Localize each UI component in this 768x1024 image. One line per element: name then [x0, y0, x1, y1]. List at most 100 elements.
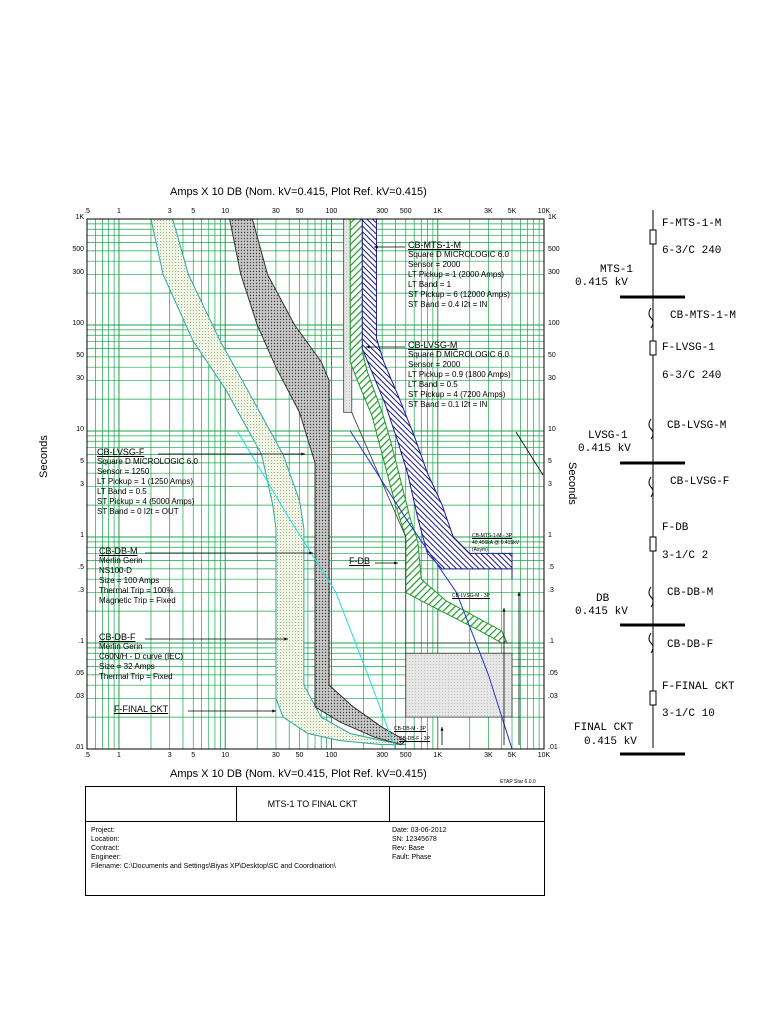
sld-f-lvsg-name: F-LVSG-1 — [662, 342, 715, 354]
sld-f-mts-name: F-MTS-1-M — [662, 218, 722, 230]
sld-bus2-kv: 0.415 kV — [578, 443, 631, 455]
y-tick-label-left: 30 — [76, 375, 84, 383]
breaker-cb-db-m-icon — [648, 586, 654, 608]
annotation-header: CB-DB-M — [99, 546, 138, 556]
x-tick-label-top: 10 — [221, 208, 230, 215]
x-tick-label-bottom: 50 — [295, 752, 304, 759]
annotation-header: CB-DB-F — [99, 632, 136, 642]
x-tick-label-bottom: 5 — [191, 752, 196, 759]
y-tick-label-left: .3 — [78, 587, 84, 595]
annotation-line: C60N/H - D curve (IEC) — [99, 652, 184, 661]
sld-f-lvsg-cable: 6-3/C 240 — [662, 370, 722, 382]
y-tick-label-left: 10 — [76, 426, 84, 433]
fault-label: Fault: Phase — [392, 854, 432, 861]
project-label: Project: — [91, 827, 115, 834]
lvsg-3p-label: CB-LVSG-M - 3P — [452, 593, 490, 599]
sld-f-db-cable: 3-1/C 2 — [662, 550, 709, 562]
callout-dbm-3p-head — [440, 727, 444, 731]
x-tick-label-top: 300 — [376, 208, 389, 215]
sld-bus1-kv: 0.415 kV — [575, 277, 628, 289]
callout-cb-lvsg-f-head — [301, 452, 305, 456]
annotation-header: CB-LVSG-M — [408, 340, 458, 350]
x-tick-label-top: 1K — [433, 208, 443, 215]
title-block-title: MTS-1 TO FINAL CKT — [267, 799, 358, 809]
annotation-header: CB-LVSG-F — [97, 447, 145, 457]
y-tick-label-right: 300 — [548, 269, 560, 277]
engineer-label: Engineer: — [91, 854, 121, 861]
contract-label: Contract: — [91, 845, 120, 852]
annotation-cb-lvsg-m: CB-LVSG-M Square D MICROLOGIC 6.0 Sensor… — [408, 340, 511, 410]
y-tick-label-right: .05 — [548, 669, 558, 677]
annotation-header: F-DB — [349, 556, 370, 566]
y-tick-label-left: 3 — [80, 481, 84, 489]
annotation-cb-lvsg-f: CB-LVSG-F Square D MICROLOGIC 6.0 Sensor… — [97, 447, 198, 517]
location-label: Location: — [91, 836, 120, 843]
y-tick-label-right: .01 — [548, 744, 558, 751]
callout-mts-3p-head — [517, 592, 521, 596]
x-tick-label-top: 5K — [507, 208, 517, 215]
annotation-header: F-FINAL CKT — [114, 704, 169, 714]
breaker-cb-lvsg-f-icon — [648, 476, 654, 498]
annotation-line: Sensor = 2000 — [408, 260, 461, 269]
sld-bus3-name: DB — [596, 593, 610, 605]
y-tick-label-right: .03 — [548, 693, 558, 701]
y-tick-label-right: 1K — [548, 214, 557, 221]
annotation-line: Thermal Trip = Fixed — [99, 672, 173, 681]
x-tick-label-bottom: 5K — [507, 752, 517, 759]
annotation-line: Size = 100 Amps — [99, 576, 160, 585]
band-cb-lvsg-f-inst — [405, 652, 513, 718]
etap-version: ETAP Star 6.0.0 — [500, 779, 536, 785]
sld-bus4-name: FINAL CKT — [574, 722, 634, 734]
y-tick-label-left: .01 — [74, 744, 84, 751]
x-tick-label-bottom: 1K — [433, 752, 443, 759]
y-tick-label-right: 100 — [548, 320, 560, 327]
annotation-line: ST Band = 0.4 I2t = IN — [408, 300, 488, 309]
annotation-line: Square D MICROLOGIC 6.0 — [408, 250, 509, 259]
y-tick-label-left: 500 — [72, 245, 84, 253]
sld-cb-lvsg-m: CB-LVSG-M — [667, 420, 727, 432]
y-tick-label-left: .5 — [78, 563, 84, 571]
y-tick-label-right: 10 — [548, 426, 556, 433]
x-tick-label-bottom: 500 — [399, 752, 412, 759]
y-tick-label-left: .03 — [74, 693, 84, 701]
sld-f-final-cable: 3-1/C 10 — [662, 708, 715, 720]
callout-cb-mts-head — [374, 245, 378, 249]
y-tick-label-right: 1 — [548, 532, 552, 539]
label-text: CB-MTS-1-M - 3P — [472, 533, 512, 539]
callout-cb-lvsg-m-head — [366, 345, 370, 349]
annotation-line: Square D MICROLOGIC 6.0 — [97, 457, 198, 466]
breaker-cb-lvsg-m-icon — [648, 418, 654, 440]
y-tick-label-left: 1K — [75, 214, 84, 221]
sld-cb-mts: CB-MTS-1-M — [670, 310, 737, 322]
label-text: (Asym) — [472, 547, 488, 553]
callout-cb-db-m-head — [309, 551, 313, 555]
y-tick-label-left: 300 — [72, 269, 84, 277]
y-tick-label-right: 50 — [548, 351, 556, 359]
x-tick-label-top: 3K — [484, 208, 493, 215]
sld-f-db-name: F-DB — [662, 522, 689, 534]
annotation-line: LT Pickup = 1 (1250 Amps) — [97, 477, 193, 486]
y-tick-label-right: 5 — [548, 457, 552, 465]
x-tick-label-bottom: 10K — [537, 752, 551, 759]
date-label: Date: 03-06-2012 — [392, 827, 447, 834]
cable-f-lvsg-icon — [649, 340, 657, 356]
dbm-3p-label: CB-DB-M - 3P — [394, 726, 426, 732]
sld-f-mts-cable: 6-3/C 240 — [662, 245, 722, 257]
curve-f-db — [349, 430, 513, 749]
title-divider — [236, 787, 237, 821]
x-tick-label-top: 500 — [399, 208, 412, 215]
x-tick-label-bottom: 3K — [484, 752, 493, 759]
x-tick-label-bottom: 100 — [325, 752, 338, 759]
cable-f-db-icon — [649, 536, 657, 552]
annotation-cb-db-m: CB-DB-M Merlin Gerin NS100-D Size = 100 … — [99, 546, 176, 606]
cable-f-final-icon — [649, 690, 657, 706]
breaker-cb-db-f-icon — [648, 632, 654, 654]
annotation-line: Magnetic Trip = Fixed — [99, 596, 176, 605]
callout-f-final-ckt-head — [272, 709, 276, 713]
annotation-line: Sensor = 2000 — [408, 360, 461, 369]
callout-mts-st-line — [515, 431, 544, 476]
annotation-line: ST Band = 0 I2t = OUT — [97, 507, 179, 516]
annotation-line: ST Pickup = 6 (12000 Amps) — [408, 290, 510, 299]
y-tick-label-left: 1 — [80, 532, 84, 539]
band-cb-db-f — [150, 219, 406, 746]
